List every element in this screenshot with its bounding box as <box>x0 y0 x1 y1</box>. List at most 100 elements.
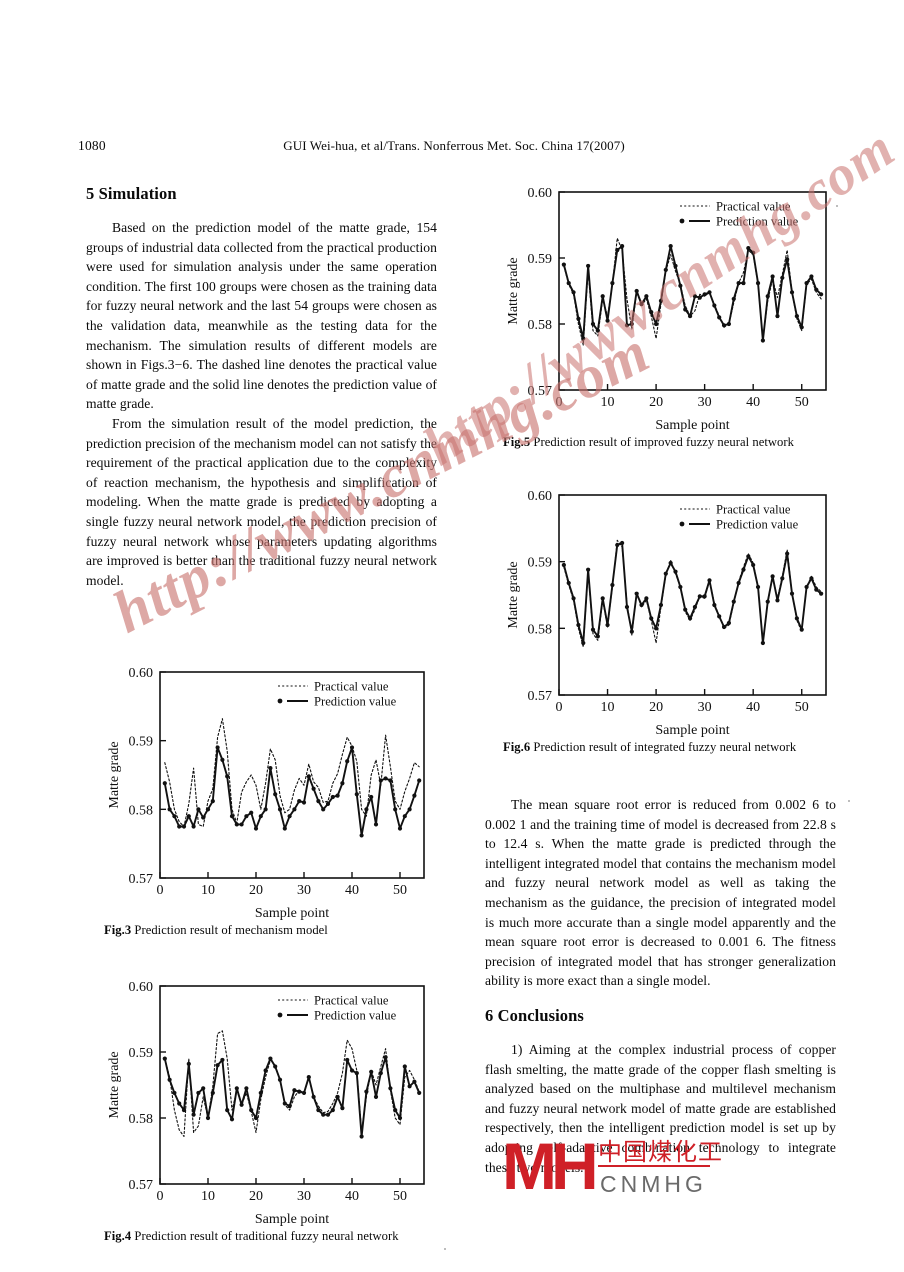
data-point <box>644 596 649 601</box>
data-point <box>345 759 350 764</box>
data-point <box>804 280 809 286</box>
data-point <box>780 576 785 581</box>
data-point <box>770 274 775 279</box>
data-point <box>789 591 795 596</box>
x-tick-label: 50 <box>795 700 809 715</box>
x-tick-label: 40 <box>746 395 760 410</box>
data-point <box>292 807 297 812</box>
data-point <box>325 801 331 806</box>
data-point <box>177 824 182 829</box>
data-point <box>668 244 673 249</box>
y-tick-label: 0.60 <box>129 666 154 681</box>
data-point <box>393 1107 398 1113</box>
data-point <box>809 274 814 279</box>
figure-label-fig5: Fig.5 <box>503 435 531 449</box>
data-point <box>186 1061 191 1066</box>
x-tick-label: 40 <box>345 1189 359 1204</box>
data-point <box>167 1077 172 1082</box>
x-axis-label: Sample point <box>655 723 729 738</box>
data-point <box>359 833 364 838</box>
data-point <box>225 1107 230 1113</box>
series-line-1 <box>164 1030 420 1138</box>
data-point <box>586 263 591 269</box>
data-point <box>354 1071 359 1076</box>
data-point <box>417 1090 422 1096</box>
data-point <box>220 1057 225 1063</box>
data-point <box>624 323 630 328</box>
chart-svg-fig3: 0.57 0.58 0.59 0.60 0 10 20 30 40 50 Sample point M… <box>107 666 425 921</box>
data-point <box>325 1112 331 1117</box>
y-axis-label: Matte grade <box>107 741 122 808</box>
data-point <box>402 814 407 819</box>
data-point <box>561 262 566 267</box>
data-point <box>717 315 722 320</box>
data-point <box>239 1102 244 1107</box>
series-line-1 <box>563 237 822 346</box>
data-point <box>181 1107 187 1113</box>
data-point <box>340 781 345 786</box>
y-tick-label: 0.59 <box>129 735 154 750</box>
data-point <box>814 287 819 292</box>
data-point <box>249 810 254 815</box>
chart-svg-fig6: 0.57 0.58 0.59 0.60 0 10 20 30 40 50 Sample point M… <box>506 489 827 738</box>
data-point <box>731 599 736 604</box>
right-column-conclusions: 6 Conclusions 1) Aiming at the complex i… <box>485 1006 836 1177</box>
data-point <box>167 807 172 812</box>
scan-speck <box>848 800 850 802</box>
data-point <box>576 622 581 628</box>
data-point <box>412 1079 417 1084</box>
data-point <box>760 338 765 343</box>
figure-caption-text-fig3: Prediction result of mechanism model <box>134 923 328 937</box>
data-point <box>388 778 393 783</box>
data-point <box>712 303 717 308</box>
data-point <box>678 283 683 288</box>
y-tick-label: 0.60 <box>129 980 154 995</box>
figure-label-fig4: Fig.4 <box>104 1229 132 1243</box>
legend-label-2: Prediction value <box>314 1009 397 1023</box>
legend-marker-dot <box>679 218 685 224</box>
data-point <box>292 1088 297 1093</box>
data-point <box>751 250 756 255</box>
data-point <box>653 626 659 631</box>
plot-frame <box>558 494 827 696</box>
plot-frame <box>558 191 827 391</box>
data-point <box>755 280 761 286</box>
legend-marker-dot <box>277 698 283 704</box>
data-point <box>316 1107 321 1113</box>
x-tick-label: 10 <box>201 1189 215 1204</box>
series-line-1 <box>563 539 822 648</box>
x-tick-label: 10 <box>601 395 615 410</box>
data-point <box>785 551 790 556</box>
data-point <box>225 774 230 779</box>
data-point <box>649 616 654 621</box>
data-point <box>649 310 654 315</box>
figure-caption-text-fig6: Prediction result of integrated fuzzy ne… <box>533 740 797 754</box>
data-point <box>210 1090 215 1096</box>
data-point <box>316 798 321 804</box>
figure-label-fig3: Fig.3 <box>104 923 132 937</box>
chart-fig5: 0.57 0.58 0.59 0.60 0 10 20 30 40 50 Sample point M… <box>503 184 836 434</box>
data-point <box>369 1069 374 1074</box>
figure-caption-text-fig5: Prediction result of improved fuzzy neur… <box>533 435 794 449</box>
data-point <box>229 814 235 819</box>
x-tick-label: 50 <box>393 883 407 898</box>
data-point <box>576 316 581 321</box>
data-point <box>282 826 287 831</box>
data-point <box>378 778 383 783</box>
data-point <box>373 1094 379 1099</box>
y-tick-label: 0.59 <box>528 252 553 267</box>
chart-fig6: 0.57 0.58 0.59 0.60 0 10 20 30 40 50 Sample point M… <box>503 487 836 739</box>
data-point <box>282 1101 287 1106</box>
y-tick-label: 0.58 <box>528 622 553 637</box>
data-point <box>663 267 668 272</box>
data-point <box>775 598 780 603</box>
data-point <box>417 778 422 783</box>
data-point <box>644 294 649 299</box>
x-tick-label: 20 <box>649 395 663 410</box>
data-point <box>736 580 741 586</box>
paragraph-conclusion-1: 1) Aiming at the complex industrial proc… <box>485 1042 836 1175</box>
data-point <box>263 807 268 812</box>
data-point <box>378 1071 383 1076</box>
data-point <box>624 604 630 610</box>
